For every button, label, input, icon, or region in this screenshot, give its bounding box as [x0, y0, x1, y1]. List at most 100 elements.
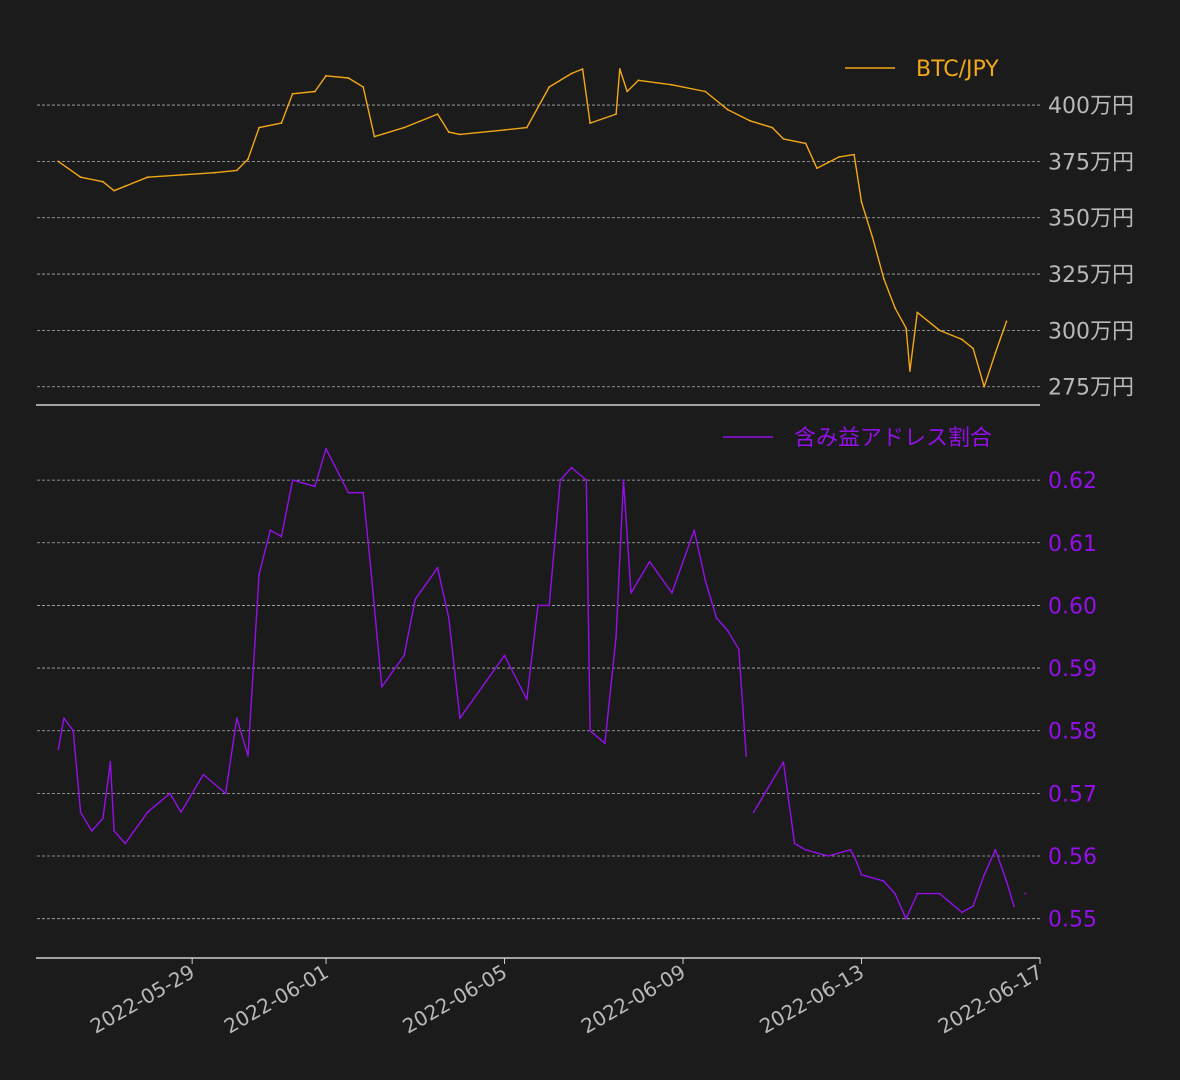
- btc-data-point: [704, 90, 707, 93]
- ratio-y-tick-label: 0.56: [1048, 845, 1097, 870]
- btc-y-tick-label: 350万円: [1048, 207, 1134, 232]
- ratio-data-point: [72, 729, 75, 732]
- btc-data-point: [235, 169, 238, 172]
- ratio-data-point: [247, 754, 249, 757]
- ratio-data-point: [180, 811, 182, 814]
- ratio-data-point: [726, 629, 729, 632]
- ratio-y-tick-label: 0.55: [1048, 908, 1097, 933]
- btc-data-point: [871, 237, 874, 239]
- ratio-data-point: [737, 648, 740, 651]
- btc-legend-label: BTC/JPY: [916, 57, 999, 82]
- ratio-data-point: [380, 686, 383, 688]
- ratio-data-point: [745, 754, 748, 757]
- btc-data-point: [362, 86, 365, 88]
- btc-data-point: [113, 189, 115, 192]
- ratio-data-point: [604, 742, 606, 745]
- ratio-data-point: [559, 479, 562, 481]
- ratio-data-point: [853, 855, 855, 857]
- ratio-data-point: [436, 566, 439, 569]
- btc-data-point: [882, 277, 885, 280]
- btc-data-point: [618, 68, 621, 70]
- ratio-data-point: [1013, 905, 1015, 907]
- ratio-data-point: [752, 811, 755, 814]
- ratio-data-point: [235, 717, 238, 720]
- ratio-data-point: [269, 529, 272, 532]
- btc-data-point: [961, 338, 963, 341]
- ratio-data-point: [882, 880, 885, 882]
- btc-data-point: [314, 90, 316, 93]
- ratio-y-tick-label: 0.62: [1048, 469, 1097, 494]
- ratio-data-point: [369, 566, 372, 569]
- ratio-legend: 含み益アドレス割合: [723, 426, 992, 451]
- ratio-data-point: [994, 848, 997, 851]
- btc-y-tick-label: 400万円: [1048, 94, 1134, 119]
- ratio-data-point: [102, 817, 104, 820]
- ratio-data-point: [525, 698, 528, 701]
- ratio-data-point: [630, 592, 632, 594]
- btc-data-point: [771, 126, 774, 129]
- btc-data-point: [581, 68, 584, 70]
- ratio-data-point: [459, 717, 461, 720]
- ratio-data-point: [704, 579, 707, 582]
- btc-data-point: [983, 385, 986, 388]
- ratio-y-tick-label: 0.57: [1048, 782, 1097, 807]
- ratio-data-point: [169, 792, 171, 795]
- ratio-data-point: [938, 892, 941, 895]
- btc-data-point: [403, 126, 405, 129]
- ratio-data-point: [961, 911, 963, 914]
- btc-data-point: [447, 131, 450, 134]
- ratio-data-point: [793, 842, 796, 845]
- btc-data-point: [57, 160, 60, 163]
- btc-price-panel: 275万円 300万円 325万円 350万円 375万円 400万円: [37, 68, 1134, 401]
- ratio-data-point: [113, 830, 115, 832]
- ratio-data-point: [585, 479, 588, 481]
- btc-y-tick-label: 375万円: [1048, 150, 1134, 175]
- btc-data-point: [615, 113, 617, 115]
- ratio-data-point: [537, 604, 539, 607]
- btc-data-point: [373, 135, 376, 138]
- btc-data-point: [291, 92, 294, 95]
- btc-data-point: [804, 142, 807, 145]
- ratio-y-tick-label: 0.58: [1048, 720, 1097, 745]
- ratio-data-point: [124, 842, 127, 845]
- btc-data-point: [816, 167, 818, 170]
- ratio-data-point: [314, 485, 316, 488]
- ratio-data-point: [109, 761, 112, 763]
- btc-data-point: [938, 329, 941, 332]
- btc-data-point: [258, 126, 260, 129]
- btc-data-point: [102, 180, 104, 183]
- btc-data-point: [180, 174, 182, 176]
- ratio-data-point: [860, 873, 863, 876]
- ratio-data-point: [615, 635, 617, 638]
- ratio-data-point: [146, 811, 149, 814]
- btc-data-point: [146, 176, 149, 179]
- btc-data-point: [570, 72, 573, 75]
- btc-data-point: [905, 327, 907, 329]
- ratio-data-point: [503, 654, 506, 657]
- btc-data-point: [347, 77, 350, 79]
- ratio-data-point: [894, 892, 896, 895]
- btc-data-point: [280, 122, 283, 124]
- btc-data-point: [124, 185, 127, 188]
- btc-data-point: [671, 83, 673, 86]
- ratio-data-point: [648, 560, 651, 563]
- btc-data-point: [589, 122, 591, 124]
- ratio-y-tick-label: 0.60: [1048, 594, 1097, 619]
- btc-data-point: [436, 113, 439, 115]
- btc-data-point: [994, 352, 997, 354]
- ratio-data-point: [347, 491, 350, 494]
- ratio-data-point: [905, 917, 907, 920]
- btc-data-point: [972, 347, 974, 350]
- ratio-data-point: [782, 761, 785, 763]
- btc-data-point: [325, 74, 327, 77]
- ratio-data-point: [983, 873, 986, 876]
- btc-data-point: [726, 108, 729, 111]
- btc-data-point: [525, 126, 528, 129]
- btc-data-point: [637, 79, 640, 82]
- btc-legend: BTC/JPY: [845, 57, 999, 82]
- btc-data-point: [853, 153, 855, 156]
- ratio-data-point: [693, 529, 696, 532]
- btc-data-point: [548, 86, 551, 88]
- ratio-data-point: [224, 792, 227, 795]
